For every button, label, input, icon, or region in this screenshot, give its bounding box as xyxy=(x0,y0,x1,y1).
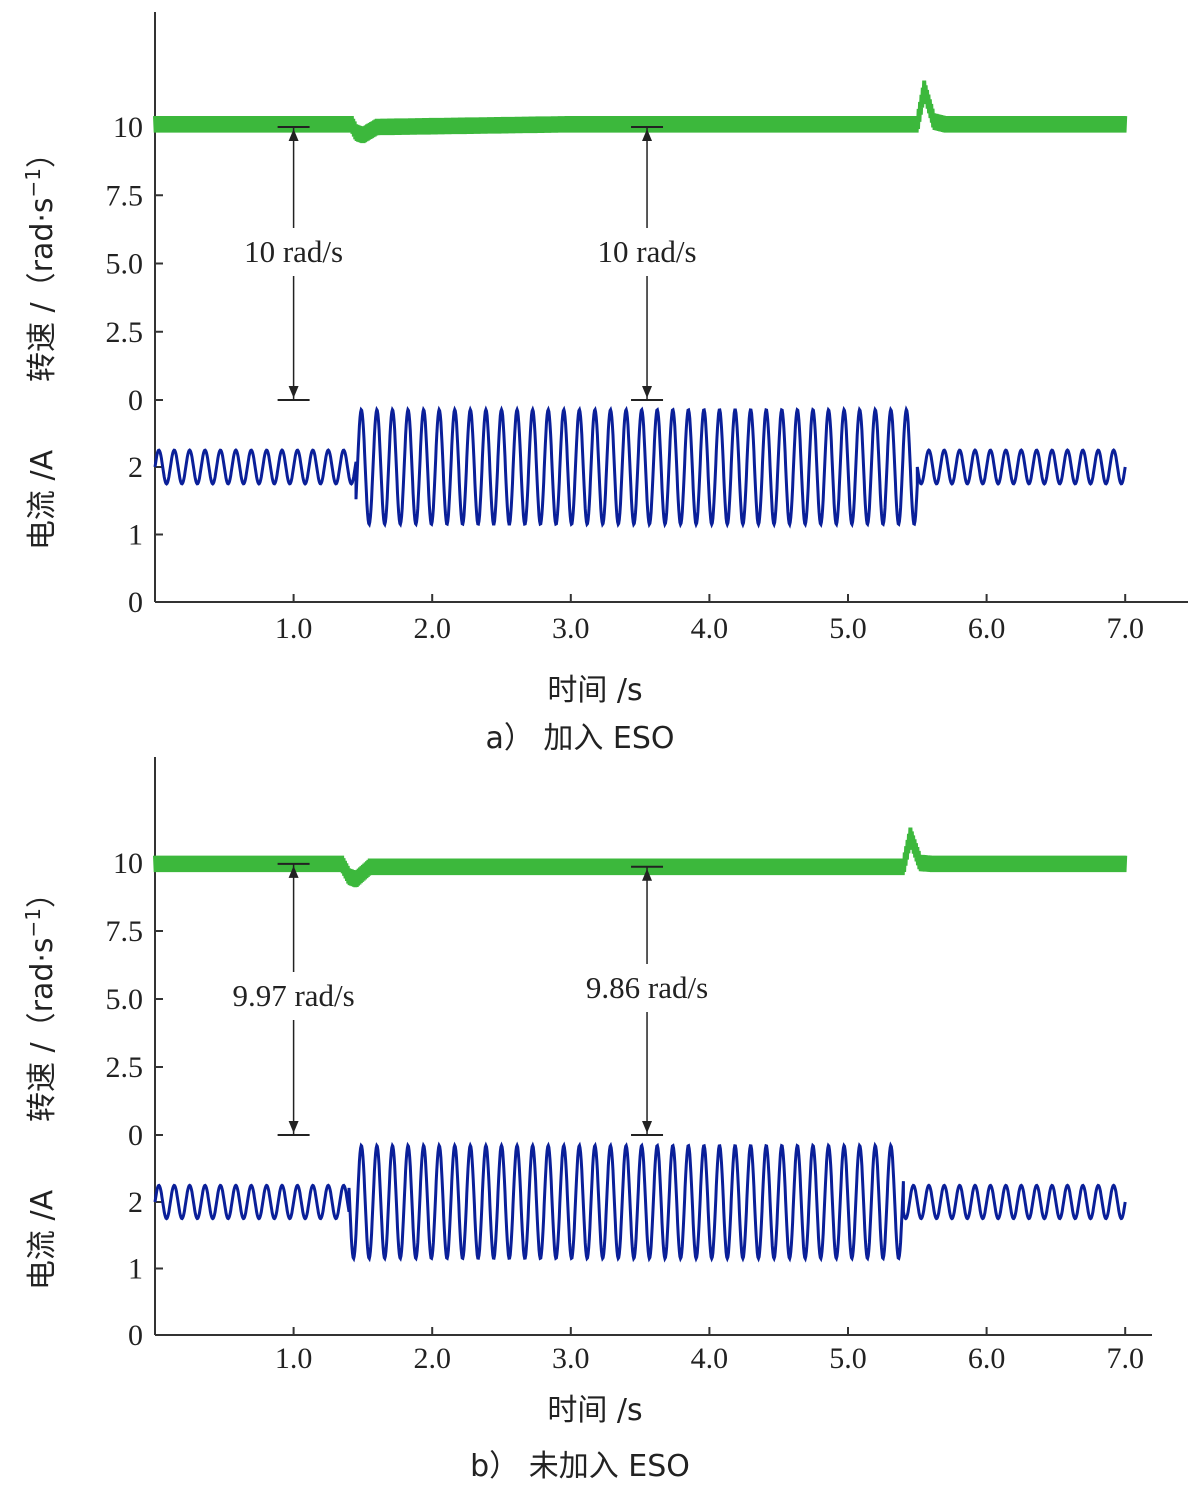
annotation-label: 9.86 rad/s xyxy=(586,970,708,1005)
y-tick-label-speed: 5.0 xyxy=(106,983,144,1016)
current-series-line xyxy=(153,1141,1127,1263)
x-tick-label: 5.0 xyxy=(829,1342,867,1375)
annotation-arrow-down xyxy=(642,386,653,398)
annotation-arrow-down xyxy=(288,386,299,398)
y-tick-label-current: 0 xyxy=(128,586,143,619)
x-tick-label: 2.0 xyxy=(413,1342,451,1375)
x-axis-label: 时间 /s xyxy=(547,673,642,708)
y-tick-label-speed: 5.0 xyxy=(106,248,144,281)
y-tick-label-current: 2 xyxy=(128,1186,143,1219)
speed-annotation: 9.97 rad/s xyxy=(232,862,355,1136)
y-tick-label-speed: 0 xyxy=(128,384,143,417)
speed-series-line xyxy=(153,827,1128,888)
x-tick-label: 4.0 xyxy=(691,612,729,645)
annotation-arrow-down xyxy=(288,1121,299,1133)
x-tick-label: 7.0 xyxy=(1106,612,1144,645)
y-tick-label-current: 1 xyxy=(128,519,143,552)
y-axis-label-speed: 转速 /（rad·s−1） xyxy=(21,138,60,382)
x-tick-label: 1.0 xyxy=(275,1342,313,1375)
annotation-arrow-up xyxy=(642,129,653,141)
annotation-label: 10 rad/s xyxy=(598,234,697,269)
annotation-label: 10 rad/s xyxy=(244,234,343,269)
x-tick-label: 6.0 xyxy=(968,612,1006,645)
x-tick-label: 6.0 xyxy=(968,1342,1006,1375)
y-tick-label-current: 2 xyxy=(128,451,143,484)
x-axis-label: 时间 /s xyxy=(547,1393,642,1428)
y-tick-label-speed: 7.5 xyxy=(106,915,144,948)
speed-annotation: 9.86 rad/s xyxy=(586,865,708,1136)
x-tick-label: 3.0 xyxy=(552,612,590,645)
x-tick-label: 5.0 xyxy=(829,612,867,645)
speed-series-line xyxy=(153,80,1128,144)
annotation-arrow-down xyxy=(642,1121,653,1133)
y-axis-label-current: 电流 /A xyxy=(25,1189,60,1290)
y-tick-label-speed: 10 xyxy=(113,847,143,880)
panel-caption: b） 未加入 ESO xyxy=(470,1449,690,1484)
x-tick-label: 4.0 xyxy=(691,1342,729,1375)
current-series-line xyxy=(153,405,1127,529)
annotation-arrow-up xyxy=(288,865,299,878)
speed-annotation: 10 rad/s xyxy=(244,126,343,401)
y-tick-label-speed: 10 xyxy=(113,111,143,144)
speed-annotation: 10 rad/s xyxy=(598,126,697,401)
y-tick-label-speed: 7.5 xyxy=(106,179,144,212)
y-axis-label-current: 电流 /A xyxy=(25,449,60,550)
y-tick-label-speed: 0 xyxy=(128,1119,143,1152)
x-tick-label: 3.0 xyxy=(552,1342,590,1375)
y-tick-label-current: 1 xyxy=(128,1253,143,1286)
y-tick-label-speed: 2.5 xyxy=(106,1051,144,1084)
annotation-label: 9.97 rad/s xyxy=(232,978,354,1013)
y-axis-label-speed: 转速 /（rad·s−1） xyxy=(21,878,60,1122)
y-tick-label-speed: 2.5 xyxy=(106,316,144,349)
x-tick-label: 2.0 xyxy=(413,612,451,645)
y-tick-label-current: 0 xyxy=(128,1319,143,1352)
panel-caption: a） 加入 ESO xyxy=(485,721,674,756)
x-tick-label: 7.0 xyxy=(1106,1342,1144,1375)
annotation-arrow-up xyxy=(642,868,653,881)
annotation-arrow-up xyxy=(288,129,299,141)
x-tick-label: 1.0 xyxy=(275,612,313,645)
